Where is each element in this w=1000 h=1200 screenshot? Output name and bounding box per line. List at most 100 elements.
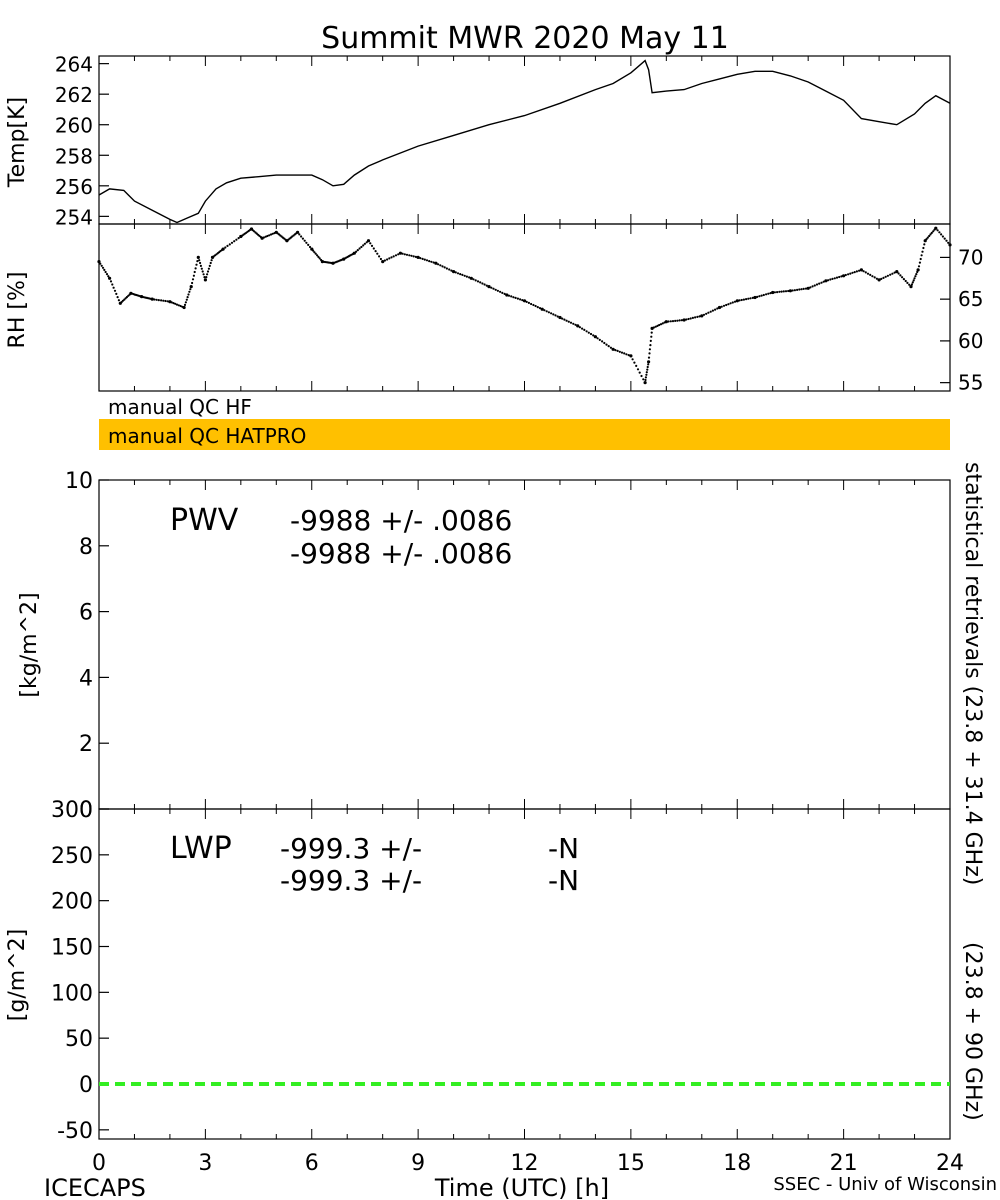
rh-point-interp bbox=[751, 296, 754, 299]
rh-point-interp bbox=[669, 320, 672, 323]
rh-point-interp bbox=[125, 296, 128, 299]
rh-point-interp bbox=[838, 275, 841, 279]
rh-point-interp bbox=[618, 350, 621, 353]
rh-point-interp bbox=[507, 294, 511, 297]
rh-point bbox=[593, 335, 598, 339]
rh-point-interp bbox=[614, 349, 617, 352]
rh-point-interp bbox=[313, 251, 316, 254]
rh-point-interp bbox=[583, 328, 586, 331]
rh-point-interp bbox=[835, 276, 839, 279]
rh-point-interp bbox=[554, 314, 557, 317]
rh-point-interp bbox=[115, 292, 118, 295]
temp-y-axis: 254 256 258 260 262 264 bbox=[55, 53, 109, 229]
rh-point-interp bbox=[659, 323, 663, 326]
rh-point-interp bbox=[716, 307, 719, 310]
pwv-x-ticks bbox=[98, 480, 951, 809]
rh-point-interp bbox=[201, 270, 204, 273]
rh-point bbox=[629, 354, 633, 358]
rh-point bbox=[700, 314, 704, 318]
rh-point-interp bbox=[200, 267, 203, 270]
rh-point-interp bbox=[386, 258, 389, 261]
rh-point-interp bbox=[430, 260, 433, 263]
rh-point-interp bbox=[623, 352, 626, 355]
rh-point-interp bbox=[186, 296, 189, 299]
rh-point-interp bbox=[649, 344, 652, 347]
rh-point-interp bbox=[105, 273, 109, 276]
rh-point-interp bbox=[796, 288, 799, 291]
rh-point-interp bbox=[563, 318, 566, 321]
rh-point-interp bbox=[516, 297, 520, 300]
rh-point-interp bbox=[496, 289, 499, 292]
rh-point bbox=[452, 270, 456, 274]
x-tick-label: 15 bbox=[617, 1151, 645, 1176]
rh-point-interp bbox=[552, 313, 555, 316]
rh-point-interp bbox=[635, 364, 638, 367]
rh-point-interp bbox=[765, 293, 768, 296]
rh-point-interp bbox=[711, 309, 715, 312]
rh-point-interp bbox=[175, 303, 179, 306]
rh-point-interp bbox=[162, 299, 165, 302]
rh-point-interp bbox=[925, 238, 928, 241]
temp-y-tick-label: 260 bbox=[55, 114, 93, 138]
rh-point-interp bbox=[465, 275, 468, 278]
rh-point-interp bbox=[776, 291, 779, 294]
rh-point-interp bbox=[356, 249, 359, 252]
rh-point-interp bbox=[646, 365, 649, 369]
rh-point bbox=[576, 324, 580, 328]
rh-point-interp bbox=[179, 304, 182, 308]
rh-point-interp bbox=[616, 349, 619, 352]
pwv-y-tick-label: 10 bbox=[65, 469, 93, 494]
rh-point-interp bbox=[574, 323, 577, 326]
rh-point-interp bbox=[155, 298, 158, 301]
rh-point bbox=[150, 297, 154, 301]
rh-point-interp bbox=[547, 311, 551, 314]
rh-point-interp bbox=[298, 233, 301, 236]
rh-point-interp bbox=[230, 241, 234, 244]
pwv-panel: 0 2 4 6 8 10 [kg/m^2] PWV -9988 +/- .0086 -99… bbox=[17, 469, 951, 823]
rh-point-interp bbox=[871, 275, 874, 278]
lwp-annotation-black: -999.3 +/- bbox=[280, 832, 422, 865]
rh-point-interp bbox=[479, 281, 482, 284]
pwv-y-tick-label: 0 bbox=[79, 798, 93, 823]
rh-point-interp bbox=[791, 289, 794, 292]
rh-point-interp bbox=[607, 345, 610, 348]
rh-point-interp bbox=[923, 243, 926, 246]
rh-point-interp bbox=[627, 354, 630, 357]
rh-point-interp bbox=[374, 250, 377, 253]
lwp-panel: -50 0 50 100 150 200 250 300 [g/m^2] LWP -999.3… bbox=[5, 798, 951, 1144]
rh-point bbox=[366, 239, 371, 243]
rh-point-interp bbox=[762, 293, 765, 297]
x-tick-label: 0 bbox=[92, 1151, 106, 1176]
rh-point bbox=[434, 261, 438, 265]
rh-point-interp bbox=[873, 276, 876, 279]
rh-point-interp bbox=[714, 308, 717, 311]
rh-point-interp bbox=[441, 265, 444, 268]
rh-point-interp bbox=[849, 272, 852, 275]
rh-point-interp bbox=[207, 267, 210, 270]
rh-point-interp bbox=[596, 337, 599, 340]
rh-point-interp bbox=[164, 299, 167, 303]
rh-point-interp bbox=[945, 239, 948, 242]
rh-point-interp bbox=[725, 303, 728, 307]
rh-point-interp bbox=[392, 255, 395, 258]
rh-point-interp bbox=[314, 252, 317, 255]
rh-point-interp bbox=[107, 275, 110, 278]
rh-point-interp bbox=[365, 241, 368, 244]
x-tick-label: 24 bbox=[936, 1151, 964, 1176]
rh-point-interp bbox=[644, 378, 647, 382]
rh-point-interp bbox=[891, 272, 894, 275]
footer-left: ICECAPS bbox=[44, 1174, 146, 1200]
rh-point-interp bbox=[208, 264, 211, 267]
rh-point bbox=[381, 260, 385, 264]
rh-point-interp bbox=[461, 273, 464, 276]
rh-point-interp bbox=[654, 325, 657, 328]
rh-point-interp bbox=[187, 293, 190, 296]
rh-point-interp bbox=[652, 326, 656, 329]
temp-y-tick-label: 254 bbox=[55, 205, 93, 229]
rh-point bbox=[296, 230, 300, 234]
rh-point-interp bbox=[793, 289, 797, 292]
rh-point-interp bbox=[809, 286, 812, 289]
rh-point-interp bbox=[698, 315, 701, 318]
temp-plot-frame bbox=[98, 55, 951, 225]
rh-point-interp bbox=[360, 245, 363, 249]
